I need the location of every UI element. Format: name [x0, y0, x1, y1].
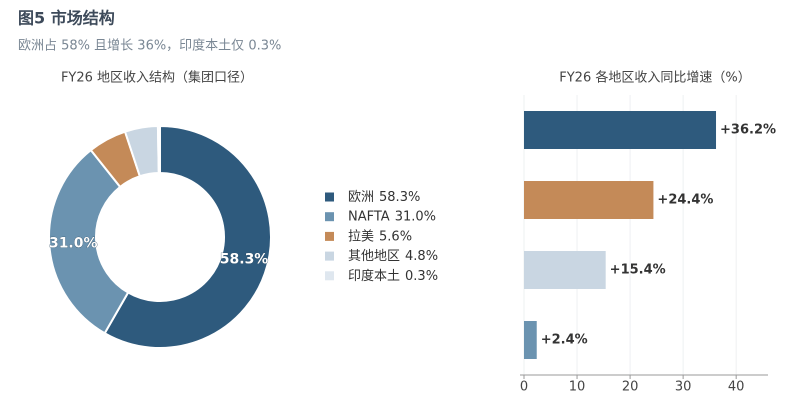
- x-tick-label: 30: [675, 380, 692, 395]
- x-tick-label: 20: [622, 380, 639, 395]
- bar: [524, 111, 717, 149]
- legend-swatch: [325, 212, 334, 222]
- legend-entry: 欧洲 58.3%: [348, 190, 420, 205]
- bar: [524, 181, 654, 219]
- legend-name: 欧洲: [348, 190, 374, 205]
- data-label: +36.2%: [720, 123, 776, 138]
- legend-name: NAFTA: [348, 209, 390, 224]
- x-tick-label: 10: [569, 380, 586, 395]
- legend-name: 拉美: [348, 229, 374, 244]
- x-tick-label: 40: [728, 380, 745, 395]
- legend-entry: 印度本土 0.3%: [348, 267, 438, 283]
- chart-title: FY26 地区收入结构（集团口径）: [61, 70, 253, 86]
- data-label: +24.4%: [657, 193, 713, 208]
- legend-name: 其他地区: [348, 249, 400, 264]
- legend-swatch: [325, 231, 334, 241]
- x-tick-label: 0: [520, 380, 528, 395]
- legend-swatch: [325, 192, 334, 202]
- legend-swatch: [325, 271, 334, 281]
- legend-swatch: [325, 251, 334, 261]
- data-label: 58.3%: [220, 251, 269, 267]
- page-subtitle: 欧洲占 58% 且增长 36%，印度本土仅 0.3%: [18, 38, 281, 54]
- legend-value: 58.3%: [379, 190, 420, 205]
- chart-title: FY26 各地区收入同比增速（%）: [559, 70, 750, 86]
- legend-value: 31.0%: [395, 209, 436, 224]
- legend-value: 4.8%: [405, 249, 438, 264]
- donut-slice: [48, 148, 130, 335]
- legend-value: 5.6%: [379, 229, 412, 244]
- legend-name: 印度本土: [348, 267, 400, 283]
- legend-entry: 拉美 5.6%: [348, 229, 412, 244]
- page-title: 图5 市场结构: [18, 9, 115, 28]
- donut-slice: [156, 124, 161, 175]
- data-label: +15.4%: [610, 263, 666, 278]
- bar: [524, 251, 606, 289]
- data-label: 31.0%: [49, 236, 98, 252]
- legend-entry: 其他地区 4.8%: [348, 249, 438, 264]
- legend-entry: NAFTA 31.0%: [348, 209, 436, 224]
- legend-value: 0.3%: [405, 268, 438, 283]
- bar: [524, 321, 537, 359]
- data-label: +2.4%: [541, 333, 588, 348]
- donut-slice: [103, 124, 272, 349]
